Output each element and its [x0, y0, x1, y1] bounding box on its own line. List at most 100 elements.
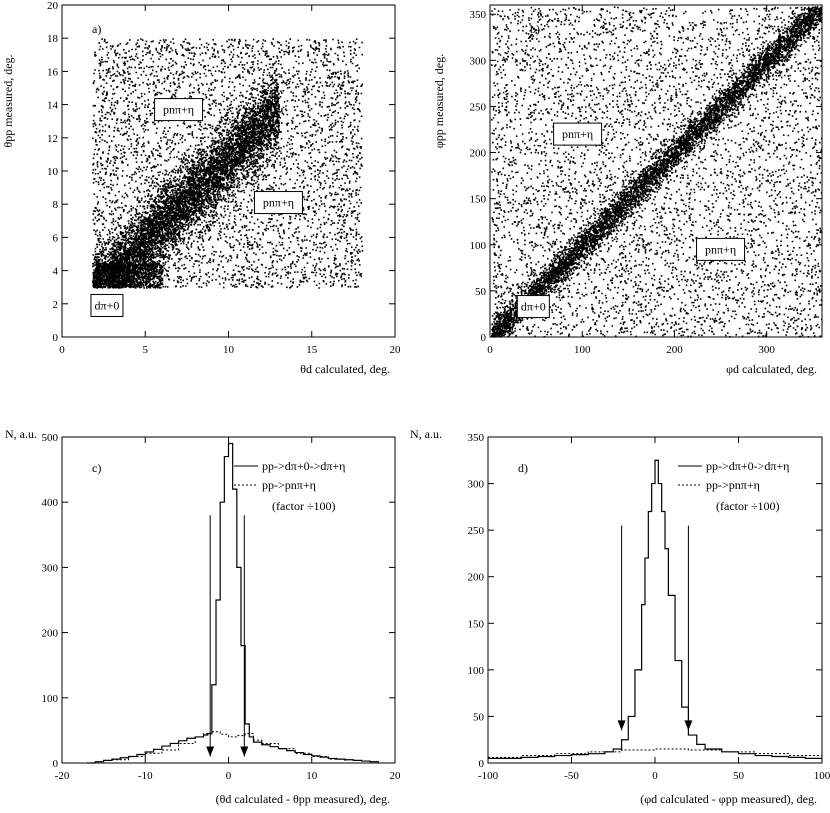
x-axis-label: (θd calculated - θpp measured), deg. [216, 792, 390, 806]
cut-arrow [617, 525, 626, 731]
y-tick-label: 4 [53, 266, 59, 278]
y-tick-label: 300 [468, 479, 485, 491]
annotation-frame [553, 122, 603, 146]
y-tick-label: 50 [475, 286, 487, 298]
x-tick-label: 15 [306, 344, 318, 356]
annotation-box: pnπ+η [696, 237, 746, 261]
x-tick-label: 100 [814, 770, 830, 782]
annotation-label: dπ+0 [95, 298, 120, 312]
y-tick-label: 500 [42, 432, 59, 444]
x-tick-label: -100 [478, 770, 499, 782]
x-tick-label: -50 [564, 770, 579, 782]
panel-d: -100 -50 0 50 100 0 50 100 150 200 250 300 350 (φd ca… [410, 427, 830, 806]
cut-arrow [206, 515, 215, 757]
x-tick-label: 20 [390, 344, 402, 356]
y-axis-label: N, a.u. [5, 427, 37, 441]
annotation-label: pnπ+η [562, 127, 593, 141]
y-tick-label: 350 [468, 432, 485, 444]
panel-label: d) [518, 461, 528, 475]
annotation-box: dπ+0 [90, 293, 124, 317]
cut-arrow-head [240, 746, 249, 757]
legend-entry: pp->pnπ+η [706, 478, 760, 492]
y-tick-label: 300 [42, 562, 59, 574]
y-tick-label: 2 [53, 299, 59, 311]
x-tick-label: 300 [758, 344, 775, 356]
y-tick-label: 400 [42, 497, 59, 509]
legend-note: (factor ÷100) [272, 499, 336, 513]
scatter-points [491, 6, 823, 338]
y-tick-label: 250 [470, 101, 487, 113]
y-tick-label: 250 [468, 525, 485, 537]
y-tick-label: 150 [468, 618, 485, 630]
x-tick-label: 200 [666, 344, 683, 356]
y-tick-label: 8 [53, 199, 59, 211]
annotation-frame [253, 191, 303, 215]
y-tick-label: 300 [470, 55, 487, 67]
x-tick-label: 10 [306, 770, 318, 782]
x-tick-label: 20 [390, 770, 402, 782]
x-tick-label: -10 [138, 770, 153, 782]
cut-arrow [240, 515, 249, 757]
y-tick-label: 12 [47, 133, 58, 145]
y-tick-label: 0 [53, 332, 59, 344]
panel-label: c) [92, 461, 101, 475]
x-tick-label: 100 [574, 344, 591, 356]
legend: pp->dπ+0->dπ+η pp->pnπ+η (factor ÷100) [234, 459, 345, 513]
y-axis-label: N, a.u. [410, 427, 442, 441]
y-tick-label: 150 [470, 194, 487, 206]
annotation-frame [696, 237, 746, 261]
y-axis-label: φpp measured, deg. [432, 54, 446, 148]
legend-note: (factor ÷100) [716, 499, 780, 513]
legend-entry: pp->dπ+0->dπ+η [262, 459, 345, 473]
x-tick-label: 0 [652, 770, 658, 782]
y-axis-label: θpp measured, deg. [1, 54, 15, 147]
plot-frame [489, 4, 823, 338]
annotation-box: dπ+0 [516, 295, 550, 319]
annotation-label: pnπ+η [163, 103, 194, 117]
y-tick-label: 0 [481, 332, 487, 344]
y-tick-label: 16 [47, 66, 59, 78]
panel-label: a) [92, 22, 101, 36]
scatter-dots [491, 6, 823, 338]
annotation-box: pnπ+η [553, 122, 603, 146]
annotation-label: dπ+0 [521, 300, 546, 314]
x-tick-label: 0 [226, 770, 232, 782]
panel-label: b) [530, 22, 540, 36]
y-tick-label: 350 [470, 9, 487, 21]
y-tick-label: 14 [47, 100, 59, 112]
x-tick-label: 0 [487, 344, 493, 356]
annotation-frame [90, 293, 124, 317]
plot-frame [61, 436, 396, 764]
annotation-label: pnπ+η [705, 242, 736, 256]
legend-entry: pp->dπ+0->dπ+η [706, 459, 789, 473]
y-tick-label: 200 [468, 572, 485, 584]
cut-arrow-head [617, 720, 626, 731]
y-tick-label: 20 [47, 0, 59, 12]
x-tick-label: -20 [55, 770, 70, 782]
legend-entry: pp->pnπ+η [262, 478, 316, 492]
background-curve [488, 748, 823, 758]
cut-arrow-head [684, 720, 693, 731]
y-tick-label: 100 [468, 665, 485, 677]
x-tick-label: 0 [59, 344, 65, 356]
y-tick-label: 100 [470, 240, 487, 252]
y-tick-label: 0 [479, 758, 485, 770]
x-axis-label: θd calculated, deg. [300, 362, 390, 376]
x-axis-label: (φd calculated - φpp measured), deg. [640, 792, 817, 806]
cut-arrow [684, 525, 693, 731]
signal-curve [86, 442, 379, 764]
cut-arrow-head [206, 746, 215, 757]
x-tick-label: 5 [143, 344, 149, 356]
y-tick-label: 200 [470, 148, 487, 160]
annotation-box: pnπ+η [253, 191, 303, 215]
annotation-box: pnπ+η [154, 98, 204, 122]
annotation-frame [154, 98, 204, 122]
y-tick-label: 0 [53, 758, 59, 770]
y-tick-label: 10 [47, 166, 59, 178]
annotation-frame [516, 295, 550, 319]
y-tick-label: 200 [42, 628, 59, 640]
y-tick-label: 50 [473, 711, 485, 723]
scatter-points [92, 38, 364, 289]
